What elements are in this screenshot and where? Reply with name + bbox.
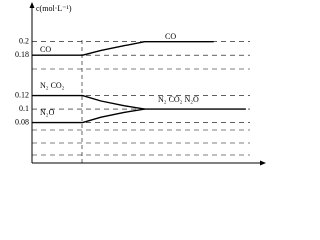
y-tick-label: 0.1	[19, 104, 29, 113]
y-tick-label: 0.08	[15, 117, 29, 126]
series-line	[32, 94, 246, 110]
y-tick-label: 0.12	[15, 90, 29, 99]
series-label: CO	[40, 45, 51, 54]
chart: c(mol·L⁻¹) CO N₂ CO₂ N₂O CO N₂ CO₂ N₂O 0…	[15, 2, 266, 166]
series-line	[32, 40, 214, 56]
series-line	[32, 108, 145, 124]
series-label: N₂ CO₂	[40, 81, 65, 90]
y-axis-label: c(mol·L⁻¹)	[36, 4, 72, 13]
series-label: N₂O	[40, 108, 55, 117]
y-tick-label: 0.18	[15, 50, 29, 59]
annotation: CO	[165, 32, 176, 41]
y-tick-label: 0.2	[19, 37, 29, 46]
y-arrow	[29, 2, 35, 8]
x-arrow	[260, 160, 266, 166]
annotation: N₂ CO₂ N₂O	[158, 95, 199, 104]
